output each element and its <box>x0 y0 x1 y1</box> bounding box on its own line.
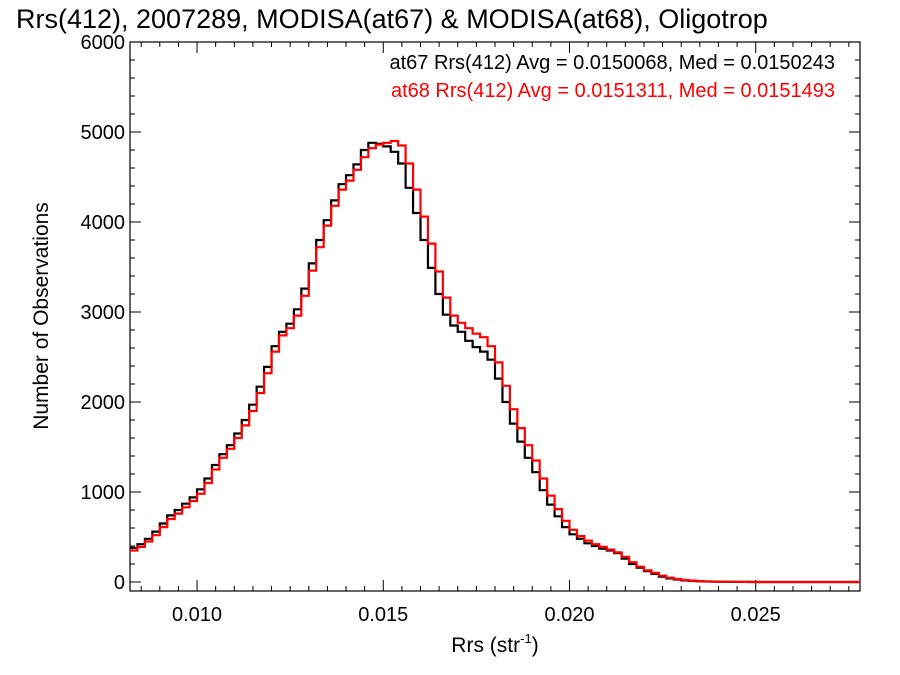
plot-frame <box>129 41 861 592</box>
y-tick-label: 3000 <box>81 302 126 324</box>
y-tick-label: 2000 <box>81 392 126 414</box>
chart-title: Rrs(412), 2007289, MODISA(at67) & MODISA… <box>16 4 768 34</box>
x-tick-label: 0.015 <box>358 604 408 626</box>
x-tick-label: 0.020 <box>544 604 594 626</box>
x-axis-title-main: Rrs (str <box>451 634 520 657</box>
series-line-at68 <box>130 139 860 584</box>
x-tick-label: 0.010 <box>172 604 222 626</box>
y-tick-label: 6000 <box>81 32 126 54</box>
axis-ticks: 0.010 0.015 0.020 0.025 0 1000 2000 3000 4000 500… <box>81 32 860 626</box>
legend-entry-at68: at68 Rrs(412) Avg = 0.0151311, Med = 0.0… <box>391 80 835 102</box>
x-axis-title-close: ) <box>532 634 539 657</box>
y-tick-label: 1000 <box>81 482 126 504</box>
series-layer <box>130 139 860 584</box>
y-axis-title: Number of Observations <box>30 202 53 430</box>
y-tick-label: 4000 <box>81 212 126 234</box>
y-tick-label: 0 <box>114 572 125 594</box>
legend-entry-at67: at67 Rrs(412) Avg = 0.0150068, Med = 0.0… <box>389 52 835 74</box>
y-tick-label: 5000 <box>81 122 126 144</box>
x-axis-title: Rrs (str-1) <box>451 631 538 657</box>
x-axis-title-superscript: -1 <box>520 631 532 646</box>
x-tick-label: 0.025 <box>731 604 781 626</box>
